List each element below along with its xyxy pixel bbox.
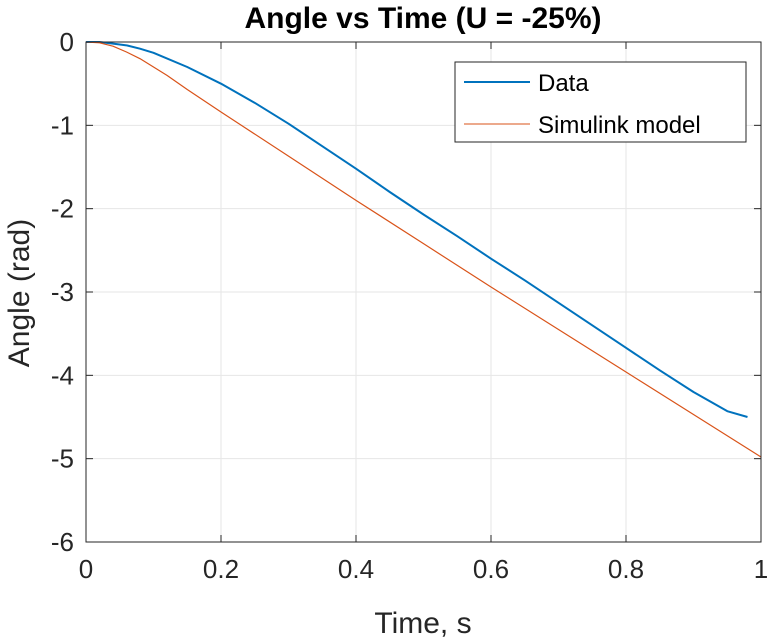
x-tick-label: 0.2	[203, 554, 239, 584]
y-tick-label: 0	[60, 27, 74, 57]
series-line-simulink-model	[85, 41, 762, 458]
y-tick-label: -4	[51, 360, 74, 390]
legend-label-simulink-model: Simulink model	[538, 112, 701, 139]
x-tick-label: 0.8	[608, 554, 644, 584]
legend-label-data: Data	[538, 70, 589, 97]
axes	[85, 41, 762, 543]
series-lines	[85, 41, 762, 458]
y-tick-label: -5	[51, 444, 74, 474]
y-tick-label: -6	[51, 527, 74, 557]
x-tick-label: 0.4	[338, 554, 374, 584]
chart-title: Angle vs Time (U = -25%)	[244, 2, 601, 35]
series-line-data	[86, 41, 748, 418]
legend-box	[454, 61, 747, 143]
x-tick-label: 0.6	[473, 554, 509, 584]
x-axis-label: Time, s	[374, 607, 471, 640]
y-tick-label: -3	[51, 277, 74, 307]
y-tick-label: -2	[51, 194, 74, 224]
y-tick-label: -1	[51, 110, 74, 140]
x-tick-label: 0	[79, 554, 93, 584]
legend: Data Simulink model	[454, 61, 747, 143]
y-axis-label: Angle (rad)	[3, 219, 36, 367]
tick-labels: 0 0.2 0.4 0.6 0.8 1 0 -1 -2 -3 -4 -5 -6	[51, 27, 768, 584]
x-tick-label: 1	[754, 554, 768, 584]
